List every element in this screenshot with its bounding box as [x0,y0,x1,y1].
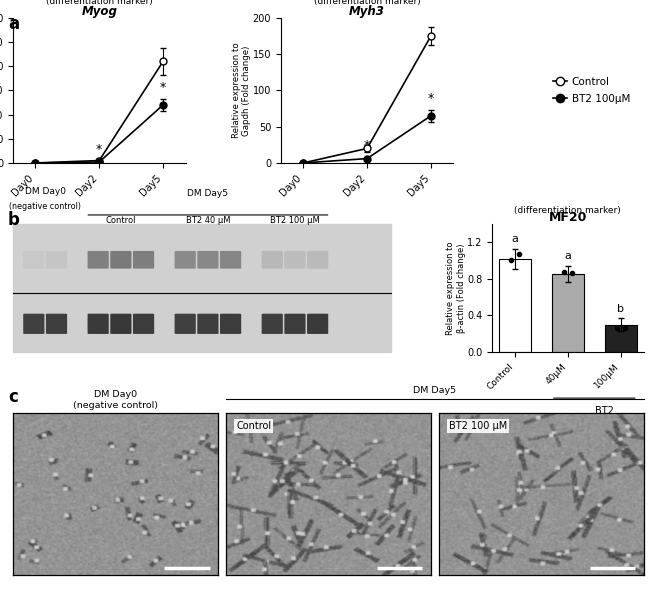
FancyBboxPatch shape [46,314,67,334]
Text: b: b [8,211,20,228]
Text: a: a [512,234,518,244]
FancyBboxPatch shape [133,251,154,269]
Text: Control: Control [236,421,271,431]
Y-axis label: Relative expression to
β-actin (Fold change): Relative expression to β-actin (Fold cha… [447,241,465,334]
Bar [552,274,584,352]
FancyBboxPatch shape [133,314,154,334]
Title: Myh3: Myh3 [349,5,385,18]
Text: c: c [8,388,18,406]
FancyBboxPatch shape [23,314,44,334]
Title: Myog: Myog [81,5,117,18]
FancyBboxPatch shape [307,314,328,334]
FancyBboxPatch shape [284,251,306,269]
Text: BT2: BT2 [595,406,614,416]
FancyBboxPatch shape [23,251,44,269]
Point [506,256,516,265]
FancyBboxPatch shape [111,314,131,334]
FancyBboxPatch shape [198,314,218,334]
FancyBboxPatch shape [262,251,283,269]
Point [514,249,525,259]
FancyBboxPatch shape [88,251,109,269]
FancyBboxPatch shape [111,251,131,269]
FancyBboxPatch shape [220,314,241,334]
Text: a: a [564,251,571,262]
Legend: Control, BT2 100μM: Control, BT2 100μM [549,72,634,108]
Text: (differentiation marker): (differentiation marker) [314,0,421,6]
Text: DM Day0: DM Day0 [25,187,66,196]
Text: DM Day5: DM Day5 [187,189,228,198]
Text: BT2 100 μM: BT2 100 μM [270,216,320,225]
FancyBboxPatch shape [284,314,306,334]
FancyBboxPatch shape [198,251,218,269]
Point [611,324,621,333]
Bar [499,259,531,352]
Title: MF20: MF20 [549,211,587,224]
Point [619,324,630,333]
FancyBboxPatch shape [46,251,67,269]
Y-axis label: Relative expression to
Gapdh (Fold change): Relative expression to Gapdh (Fold chang… [232,43,251,138]
Text: a: a [8,15,19,33]
Text: DM Day5: DM Day5 [413,386,456,395]
Text: (differentiation marker): (differentiation marker) [514,206,621,215]
Text: *: * [96,143,103,156]
Text: (differentiation marker): (differentiation marker) [46,0,153,6]
Text: BT2 100 μM: BT2 100 μM [449,421,507,431]
Text: BT2 40 μM: BT2 40 μM [186,216,230,225]
Point [567,269,577,278]
Text: *: * [428,92,434,105]
Text: *: * [364,139,370,152]
FancyBboxPatch shape [175,314,196,334]
FancyBboxPatch shape [262,314,283,334]
Text: DM Day0
(negative control): DM Day0 (negative control) [73,390,158,410]
Text: b: b [618,304,624,314]
FancyBboxPatch shape [88,314,109,334]
FancyBboxPatch shape [307,251,328,269]
Text: (negative control): (negative control) [9,202,81,211]
Bar [605,324,636,352]
Point [558,267,569,276]
FancyBboxPatch shape [220,251,241,269]
Text: *: * [160,81,166,94]
FancyBboxPatch shape [175,251,196,269]
Text: Control: Control [105,216,136,225]
